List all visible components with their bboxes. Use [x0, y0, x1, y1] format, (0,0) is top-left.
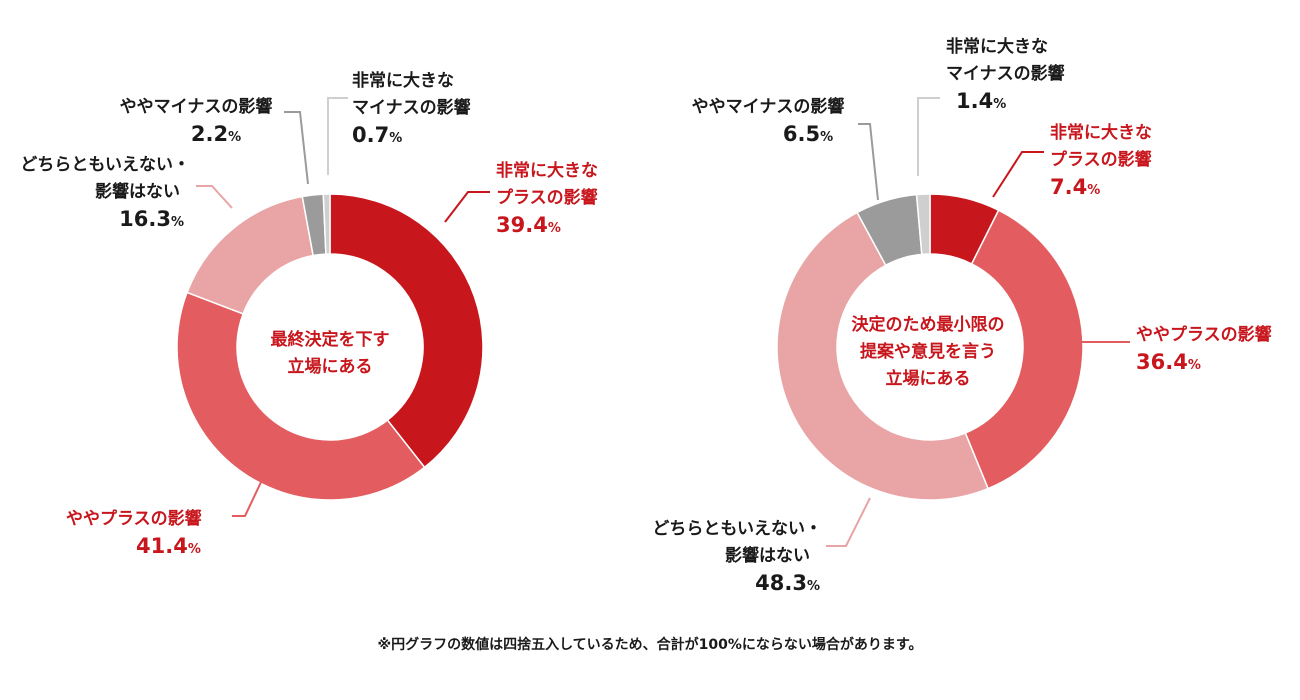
chart1-label-neutral: どちらともいえない・ 影響はない 16.3%: [8, 152, 190, 236]
chart2-label-strong-minus-line-2: マイナスの影響: [946, 64, 1065, 84]
chart1-value-neutral: 16.3: [119, 207, 171, 231]
chart2-title-line-2: 提案や意見を言う: [860, 342, 996, 362]
chart1-label-strong-plus-line-2: プラスの影響: [496, 188, 598, 208]
chart2-leader-minus: [858, 123, 879, 201]
chart2-value-strong-plus: 7.4: [1050, 175, 1088, 199]
chart2-label-minus: ややマイナスの影響 6.5%: [682, 94, 854, 151]
chart1-label-strong-minus: 非常に大きな マイナスの影響 0.7%: [352, 68, 471, 152]
chart1-label-strong-minus-line-2: マイナスの影響: [352, 98, 471, 118]
chart1-label-minus-line-1: ややマイナスの影響: [119, 97, 273, 117]
chart1-slice-strong_plus: [329, 193, 484, 469]
chart1-leader-strong_plus: [444, 191, 490, 223]
chart1-center-title: 最終決定を下す 立場にある: [230, 327, 430, 381]
chart1-label-neutral-line-1: どちらともいえない・: [20, 155, 190, 175]
chart2-title-line-1: 決定のため最小限の: [851, 315, 1005, 335]
chart1-label-neutral-line-2: 影響はない: [95, 182, 180, 202]
chart1-title-line-1: 最終決定を下す: [270, 330, 390, 350]
chart2-slice-neutral: [776, 211, 990, 501]
chart2-value-plus: 36.4: [1136, 350, 1188, 374]
chart2-center-title: 決定のため最小限の 提案や意見を言う 立場にある: [818, 312, 1038, 393]
chart2-value-minus: 6.5: [782, 122, 821, 146]
chart2-label-neutral: どちらともいえない・ 影響はない 48.3%: [632, 516, 822, 600]
chart2-label-strong-minus-line-1: 非常に大きな: [946, 37, 1048, 57]
chart2-slice-plus: [964, 209, 1084, 490]
chart1-slice-strong_minus: [322, 193, 331, 255]
chart1-unit-minus: %: [228, 130, 242, 145]
chart2-title-line-3: 立場にある: [885, 369, 971, 389]
chart1-label-minus: ややマイナスの影響 2.2%: [110, 94, 282, 151]
chart1-slice-plus: [176, 291, 426, 501]
chart2-slice-strong_minus: [915, 193, 931, 256]
chart1-leader-plus: [232, 479, 263, 517]
chart2-value-neutral: 48.3: [755, 571, 807, 595]
chart2-label-strong-plus-line-1: 非常に大きな: [1050, 123, 1152, 143]
chart1-value-strong-minus: 0.7: [352, 123, 390, 147]
chart1-value-plus: 41.4: [136, 534, 188, 558]
chart2-leader-neutral: [826, 497, 871, 547]
chart1-slice-neutral: [186, 195, 315, 315]
chart1-label-plus-line-1: ややプラスの影響: [66, 509, 202, 529]
chart1-leader-neutral: [196, 185, 233, 209]
chart1-leader-strong_minus: [327, 97, 348, 175]
chart2-label-strong-plus: 非常に大きな プラスの影響 7.4%: [1050, 120, 1152, 204]
chart2-label-strong-plus-line-2: プラスの影響: [1050, 150, 1152, 170]
chart2-label-neutral-line-1: どちらともいえない・: [652, 519, 822, 539]
chart2-leader-strong_plus: [992, 151, 1044, 198]
chart2-unit-minus: %: [820, 130, 834, 145]
chart2-label-minus-line-1: ややマイナスの影響: [691, 97, 845, 117]
chart2-value-strong-minus: 1.4: [956, 89, 994, 113]
chart2-unit-strong-minus: %: [993, 97, 1007, 112]
chart1-value-strong-plus: 39.4: [496, 213, 548, 237]
footnote: ※円グラフの数値は四捨五入しているため、合計が100%にならない場合があります。: [377, 637, 923, 653]
chart1-value-minus: 2.2: [190, 122, 229, 146]
chart1-label-strong-minus-line-1: 非常に大きな: [352, 71, 454, 91]
chart1-unit-strong-plus: %: [547, 221, 561, 236]
chart1-leader-minus: [284, 111, 309, 185]
chart1-unit-neutral: %: [170, 215, 184, 230]
chart2-label-plus-line-1: ややプラスの影響: [1136, 325, 1272, 345]
chart1-label-strong-plus-line-1: 非常に大きな: [496, 161, 598, 181]
chart2-label-neutral-line-2: 影響はない: [725, 546, 810, 566]
chart2-label-plus: ややプラスの影響 36.4%: [1136, 322, 1272, 379]
chart1-title-line-2: 立場にある: [287, 357, 373, 377]
chart1-label-plus: ややプラスの影響 41.4%: [66, 506, 202, 563]
chart2-label-strong-minus: 非常に大きな マイナスの影響 1.4%: [946, 34, 1065, 118]
chart2-unit-plus: %: [1187, 358, 1201, 373]
chart1-unit-strong-minus: %: [389, 131, 403, 146]
chart2-unit-strong-plus: %: [1087, 183, 1101, 198]
chart2-leader-strong_minus: [917, 97, 940, 176]
chart2-unit-neutral: %: [806, 579, 820, 594]
chart1-unit-plus: %: [187, 542, 201, 557]
chart1-label-strong-plus: 非常に大きな プラスの影響 39.4%: [496, 158, 598, 242]
